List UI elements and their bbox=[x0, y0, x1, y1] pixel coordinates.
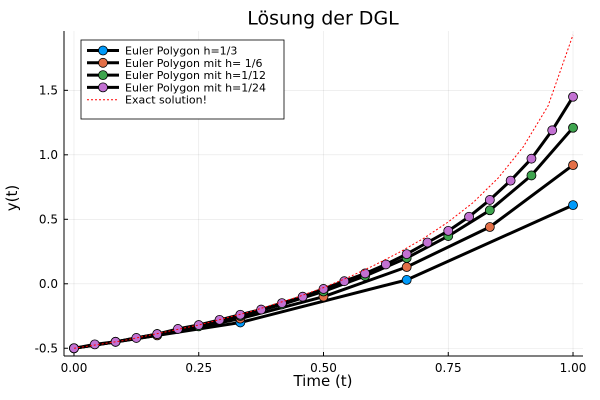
y-axis-label: y(t) bbox=[3, 185, 21, 211]
data-point bbox=[193, 320, 204, 330]
data-point bbox=[484, 195, 495, 205]
data-point bbox=[568, 200, 578, 211]
legend-label: Euler Polygon h=1/3 bbox=[125, 45, 237, 58]
chart-title: Lösung der DGL bbox=[247, 8, 399, 30]
data-point bbox=[568, 160, 578, 171]
y-tick-label: 0.0 bbox=[39, 277, 58, 291]
data-point bbox=[339, 276, 350, 287]
data-point bbox=[401, 249, 412, 260]
x-tick-label: 1.00 bbox=[560, 361, 587, 375]
legend-item: Euler Polygon mit h=1/12 bbox=[87, 69, 266, 82]
data-point bbox=[131, 333, 142, 343]
x-axis-label: Time (t) bbox=[292, 372, 352, 390]
data-point bbox=[110, 336, 121, 347]
legend-marker bbox=[98, 45, 108, 56]
data-point bbox=[401, 262, 412, 272]
legend-label: Euler Polygon mit h= 1/6 bbox=[125, 57, 262, 70]
legend-box bbox=[80, 39, 285, 120]
legend-item: Euler Polygon mit h= 1/6 bbox=[87, 57, 262, 70]
data-point bbox=[443, 226, 454, 236]
data-point bbox=[422, 237, 433, 248]
legend-marker bbox=[98, 82, 108, 93]
data-point bbox=[547, 125, 558, 136]
x-tick-label: 0.50 bbox=[310, 361, 337, 375]
exact-solution-line bbox=[73, 34, 574, 349]
legend-label: Exact solution! bbox=[125, 94, 207, 107]
x-tick-label: 0.75 bbox=[435, 361, 462, 375]
legend-item: Exact solution! bbox=[87, 94, 207, 107]
legend-marker bbox=[98, 70, 108, 80]
x-tick-label: 0.25 bbox=[185, 361, 212, 375]
data-point bbox=[401, 275, 412, 285]
legend-label: Euler Polygon mit h=1/12 bbox=[125, 69, 266, 82]
series-4 bbox=[73, 34, 574, 349]
data-point bbox=[526, 153, 537, 164]
data-point bbox=[484, 222, 495, 232]
x-tick-label: 0.00 bbox=[61, 361, 88, 375]
y-tick-label: 1.0 bbox=[39, 148, 58, 162]
y-tick-label: -0.5 bbox=[35, 341, 58, 355]
axes bbox=[63, 31, 583, 357]
data-point bbox=[464, 211, 474, 222]
data-point bbox=[380, 259, 391, 270]
tick-labels: 0.00 0.25 0.50 0.75 1.00 -0.5 0.0 0.5 1.0 1.5 bbox=[35, 83, 587, 375]
y-tick-label: 1.5 bbox=[39, 83, 58, 97]
data-point bbox=[297, 291, 308, 302]
data-point bbox=[360, 268, 370, 279]
legend-item: Euler Polygon h=1/3 bbox=[87, 45, 237, 58]
data-point bbox=[568, 122, 578, 133]
data-point bbox=[69, 343, 79, 354]
plot-series bbox=[69, 34, 578, 354]
data-point bbox=[484, 205, 495, 216]
data-point bbox=[568, 91, 578, 102]
legend-marker bbox=[98, 57, 108, 68]
data-point bbox=[526, 170, 537, 181]
data-point bbox=[505, 175, 516, 186]
legend-item: Euler Polygon mit h=1/24 bbox=[87, 81, 266, 94]
y-tick-label: 0.5 bbox=[39, 212, 58, 226]
legend-label: Euler Polygon mit h=1/24 bbox=[125, 81, 266, 94]
